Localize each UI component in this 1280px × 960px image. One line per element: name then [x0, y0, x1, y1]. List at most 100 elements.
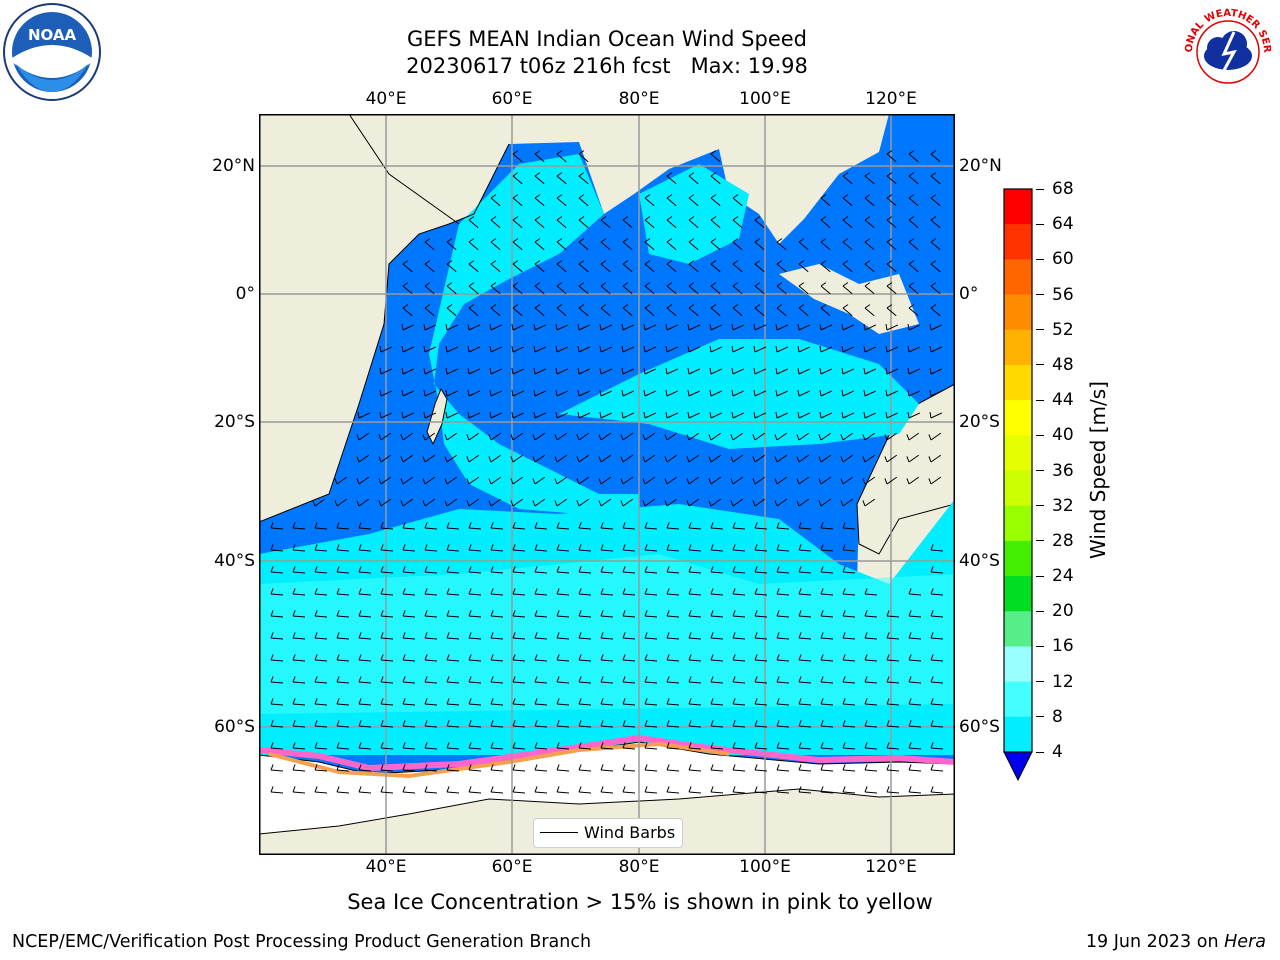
wind-barb-staff	[446, 681, 460, 684]
wind-barb-staff	[930, 725, 944, 728]
wind-barb-staff	[644, 346, 657, 353]
wind-barb-flag	[488, 478, 492, 485]
wind-barb-flag	[444, 434, 448, 441]
wind-barb-flag	[929, 390, 932, 397]
wind-barb-flag	[489, 390, 492, 397]
wind-barb-flag	[534, 522, 538, 529]
wind-barb-staff	[578, 681, 592, 684]
wind-barb-staff	[798, 346, 811, 353]
wind-barb-flag	[886, 304, 893, 309]
wind-barb-flag	[556, 654, 560, 661]
wind-barb-staff	[688, 412, 701, 419]
wind-barb-flag	[511, 412, 514, 419]
wind-barb-staff	[556, 725, 570, 728]
wind-barb-staff	[666, 769, 680, 772]
wind-barb-staff	[908, 241, 919, 251]
wind-barb-staff	[666, 498, 678, 507]
wind-barb-staff	[622, 476, 634, 485]
wind-barb-staff	[820, 725, 834, 728]
wind-barb-flag	[314, 654, 318, 661]
wind-barb-staff	[578, 346, 591, 353]
wind-barb-staff	[512, 241, 523, 251]
wind-barb-staff	[468, 725, 482, 728]
wind-barb-staff	[820, 747, 834, 750]
wind-barb-flag	[754, 698, 758, 705]
wind-barb-flag	[468, 742, 472, 749]
wind-barb-flag	[600, 566, 604, 573]
wind-barb-flag	[840, 434, 844, 441]
wind-barb-staff	[908, 725, 922, 728]
wind-barb-flag	[468, 610, 472, 617]
wind-barb-flag	[556, 566, 560, 573]
wind-barb-staff	[710, 615, 724, 618]
wind-barb-staff	[842, 498, 854, 507]
wind-barb-flag	[754, 720, 758, 727]
colorbar-tick-mark	[1036, 434, 1044, 436]
wind-barb-flag	[490, 610, 494, 617]
wind-barb-flag	[490, 720, 494, 727]
wind-barb-flag	[666, 172, 673, 177]
wind-barb-staff	[380, 454, 392, 463]
wind-barb-flag	[270, 786, 274, 793]
wind-barb-flag	[688, 172, 695, 177]
wind-barb-staff	[578, 324, 591, 331]
wind-barb-flag	[841, 390, 844, 397]
wind-barb-staff	[732, 346, 745, 353]
wind-barb-staff	[600, 549, 614, 552]
wind-barb-flag	[336, 544, 340, 551]
wind-barb-staff	[600, 527, 614, 530]
wind-barb-staff	[402, 346, 415, 353]
wind-barb-flag	[358, 588, 362, 595]
wind-barb-staff	[534, 476, 546, 485]
wind-barb-staff	[556, 549, 570, 552]
wind-barb-flag	[270, 654, 274, 661]
wind-barb-flag	[446, 654, 450, 661]
wind-barb-flag	[554, 478, 558, 485]
wind-barb-flag	[622, 786, 626, 793]
wind-barb-flag	[534, 654, 538, 661]
wind-barb-flag	[752, 434, 756, 441]
wind-barb-staff	[908, 769, 922, 772]
wind-barb-staff	[842, 659, 856, 662]
wind-barb-flag	[842, 172, 849, 177]
wind-barb-flag	[490, 764, 494, 771]
wind-barb-flag	[864, 610, 868, 617]
wind-barb-flag	[446, 282, 453, 287]
wind-barb-flag	[886, 632, 890, 639]
wind-barb-flag	[292, 632, 296, 639]
wind-barb-flag	[468, 238, 475, 243]
wind-barb-flag	[688, 566, 692, 573]
wind-barb-staff	[798, 324, 811, 331]
wind-barb-staff	[886, 747, 900, 750]
wind-barb-flag	[819, 324, 822, 331]
wind-barb-staff	[776, 263, 787, 273]
wind-barb-flag	[358, 566, 362, 573]
wind-barb-flag	[270, 544, 274, 551]
wind-barb-staff	[732, 747, 746, 750]
wind-barb-staff	[930, 549, 944, 552]
wind-barb-flag	[798, 610, 802, 617]
wind-barb-flag	[907, 368, 910, 375]
wind-barb-staff	[732, 285, 743, 295]
wind-barb-flag	[555, 368, 558, 375]
wind-barb-staff	[556, 476, 568, 485]
wind-barb-staff	[644, 571, 658, 574]
wind-barb-flag	[884, 456, 888, 463]
wind-barb-flag	[555, 390, 558, 397]
wind-barb-flag	[402, 282, 409, 287]
wind-barb-flag	[490, 588, 494, 595]
wind-barb-staff	[534, 175, 545, 185]
wind-barb-staff	[490, 637, 504, 640]
wind-barb-flag	[908, 698, 912, 705]
wind-barb-flag	[732, 698, 736, 705]
wind-barb-staff	[754, 703, 768, 706]
wind-barb-flag	[886, 150, 893, 155]
wind-barb-flag	[490, 238, 497, 243]
wind-barb-staff	[666, 368, 679, 375]
wind-barb-staff	[732, 307, 743, 317]
wind-barb-flag	[336, 522, 340, 529]
wind-barb-flag	[731, 324, 734, 331]
wind-barb-staff	[424, 241, 435, 251]
wind-barb-flag	[445, 368, 448, 375]
wind-barb-staff	[710, 454, 722, 463]
